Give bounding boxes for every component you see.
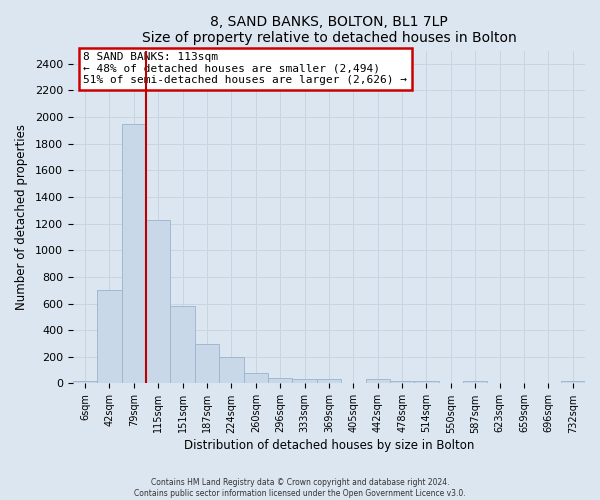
Bar [512, 383, 536, 384]
X-axis label: Distribution of detached houses by size in Bolton: Distribution of detached houses by size … [184, 440, 474, 452]
Bar [536, 383, 560, 384]
Bar [73, 382, 97, 384]
Bar [170, 306, 195, 384]
Bar [365, 380, 390, 384]
Bar [560, 382, 585, 384]
Text: 8 SAND BANKS: 113sqm
← 48% of detached houses are smaller (2,494)
51% of semi-de: 8 SAND BANKS: 113sqm ← 48% of detached h… [83, 52, 407, 86]
Bar [195, 344, 219, 384]
Bar [341, 383, 365, 384]
Bar [390, 382, 415, 384]
Bar [439, 383, 463, 384]
Bar [122, 124, 146, 384]
Title: 8, SAND BANKS, BOLTON, BL1 7LP
Size of property relative to detached houses in B: 8, SAND BANKS, BOLTON, BL1 7LP Size of p… [142, 15, 517, 45]
Bar [415, 382, 439, 384]
Bar [268, 378, 292, 384]
Bar [487, 383, 512, 384]
Text: Contains HM Land Registry data © Crown copyright and database right 2024.
Contai: Contains HM Land Registry data © Crown c… [134, 478, 466, 498]
Bar [292, 380, 317, 384]
Bar [97, 290, 122, 384]
Bar [219, 357, 244, 384]
Bar [244, 373, 268, 384]
Y-axis label: Number of detached properties: Number of detached properties [15, 124, 28, 310]
Bar [463, 382, 487, 384]
Bar [146, 220, 170, 384]
Bar [317, 380, 341, 384]
